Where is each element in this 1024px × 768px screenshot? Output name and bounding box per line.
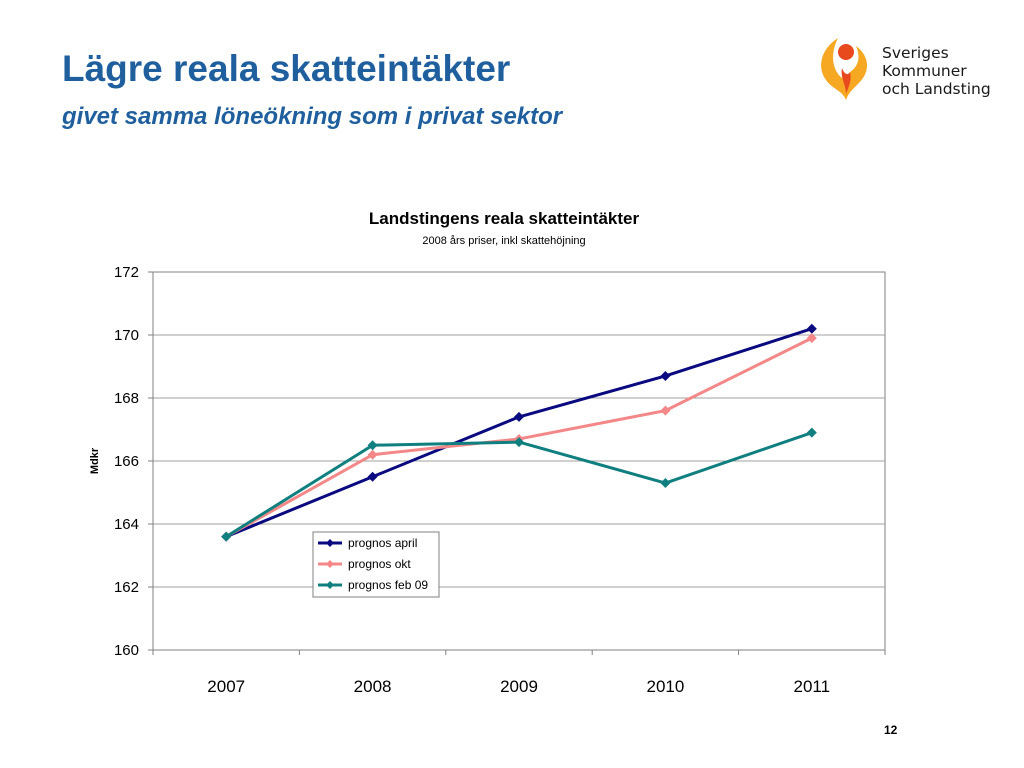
data-point [660, 405, 671, 416]
data-point [806, 333, 817, 344]
y-tick-label: 160 [114, 642, 139, 659]
legend-label: prognos okt [348, 557, 411, 571]
x-tick-label: 2011 [794, 677, 831, 696]
page-number: 12 [884, 723, 898, 737]
y-tick-label: 166 [114, 453, 139, 470]
slide-title: Lägre reala skatteintäkter [62, 48, 511, 89]
x-tick-label: 2008 [354, 677, 392, 696]
logo-line-3: och Landsting [882, 80, 991, 98]
data-point [221, 531, 232, 542]
data-point [514, 411, 524, 422]
y-axis-label: Mdkr [89, 447, 101, 474]
chart-title: Landstingens reala skatteintäkter [369, 209, 640, 228]
chart-subtitle: 2008 års priser, inkl skattehöjning [422, 235, 585, 247]
logo-wordmark: Sveriges Kommuner och Landsting [882, 44, 991, 98]
x-tick-label: 2010 [646, 677, 684, 696]
legend-marker [326, 560, 334, 568]
data-point [514, 437, 524, 448]
data-point [367, 471, 378, 482]
legend-marker [326, 539, 334, 547]
y-tick-label: 162 [114, 579, 139, 596]
flame-emblem-icon [821, 38, 868, 100]
data-point [806, 427, 817, 438]
data-point [367, 449, 378, 460]
data-point [806, 323, 817, 334]
data-point [660, 370, 671, 381]
y-tick-label: 170 [114, 327, 139, 344]
legend-label: prognos april [348, 536, 417, 550]
y-tick-label: 164 [114, 516, 139, 533]
data-point [660, 478, 671, 489]
x-tick-label: 2009 [500, 677, 538, 696]
y-tick-label: 168 [114, 390, 139, 407]
y-tick-label: 172 [114, 264, 139, 281]
logo-line-2: Kommuner [882, 62, 967, 80]
x-tick-label: 2007 [207, 677, 245, 696]
logo-line-1: Sveriges [882, 44, 949, 62]
slide-subtitle: givet samma löneökning som i privat sekt… [62, 103, 563, 130]
data-point [367, 440, 378, 451]
organization-logo: Sveriges Kommuner och Landsting [816, 34, 1006, 108]
legend-label: prognos feb 09 [348, 578, 428, 592]
legend-marker [326, 581, 334, 589]
